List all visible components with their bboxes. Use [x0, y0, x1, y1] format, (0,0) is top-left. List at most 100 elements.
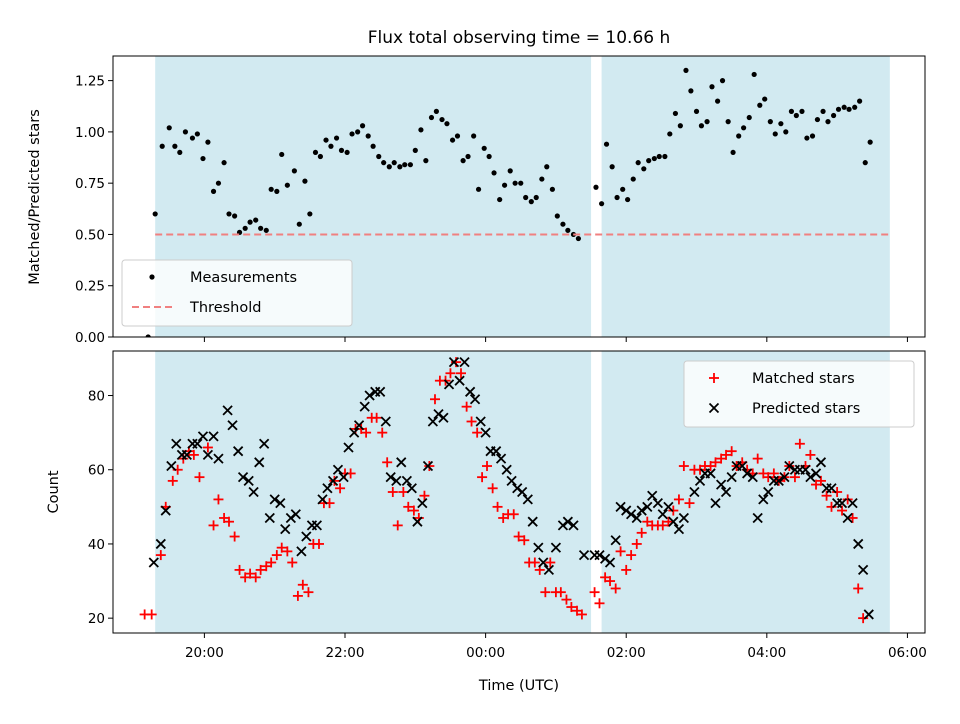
measurement-point	[741, 125, 747, 131]
predicted-star-point	[422, 460, 434, 472]
predicted-star-point	[810, 468, 822, 479]
predicted-star-point	[359, 401, 370, 412]
predicted-star-point	[784, 460, 795, 472]
predicted-star-point	[459, 356, 470, 368]
measurement-point	[683, 67, 689, 73]
matched-star-point	[513, 531, 524, 542]
predicted-star-point	[747, 472, 758, 483]
matched-star-point	[361, 427, 372, 438]
predicted-star-point	[610, 535, 621, 546]
matched-star-point	[282, 546, 293, 557]
measurement-point	[793, 112, 799, 119]
predicted-star-point	[491, 446, 502, 457]
matched-star-point	[555, 587, 566, 598]
predicted-star-point	[538, 557, 549, 568]
measurement-point	[767, 119, 773, 125]
measurement-point	[355, 129, 361, 135]
matched-star-point	[387, 487, 398, 497]
matched-star-point	[508, 509, 519, 520]
measurement-point	[507, 168, 513, 174]
predicted-star-point	[254, 457, 265, 468]
measurement-point	[625, 196, 631, 203]
predicted-star-point	[815, 457, 827, 468]
measurement-point	[635, 160, 641, 166]
matched-star-point	[853, 583, 864, 594]
matched-star-point	[303, 587, 314, 598]
predicted-star-point	[562, 516, 573, 527]
predicted-star-point	[501, 464, 512, 475]
measurement-point	[439, 116, 445, 123]
matched-star-point	[250, 572, 261, 583]
matched-star-point	[789, 472, 800, 483]
measurement-point	[554, 213, 560, 219]
legend-swatch-ratio	[149, 274, 155, 280]
observing-window-ratio-1	[601, 56, 890, 337]
y-tick-label-count: 20	[88, 611, 105, 627]
measurement-point	[391, 160, 397, 166]
predicted-star-point	[673, 523, 685, 535]
matched-star-point	[529, 557, 540, 568]
predicted-star-point	[264, 512, 275, 524]
measurement-point	[338, 147, 345, 153]
measurement-point	[497, 196, 503, 203]
matched-star-point	[605, 576, 616, 587]
predicted-star-point	[578, 549, 590, 561]
matched-star-point	[313, 538, 324, 549]
x-tick-label: 04:00	[747, 645, 786, 661]
y-tick-label-ratio: 0.50	[75, 227, 105, 243]
predicted-star-point	[857, 564, 869, 576]
measurement-point	[772, 131, 778, 137]
predicted-star-point	[301, 531, 312, 542]
predicted-star-point	[657, 509, 668, 520]
measurement-point	[200, 155, 206, 162]
predicted-star-point	[863, 609, 874, 620]
measurement-point	[719, 78, 726, 84]
measurement-point	[593, 184, 599, 190]
measurement-point	[166, 125, 172, 131]
matched-star-point	[329, 475, 340, 486]
predicted-star-point	[550, 542, 562, 553]
matched-star-point	[224, 516, 234, 527]
measurement-point	[221, 160, 227, 166]
predicted-star-point	[758, 494, 769, 505]
plot-area-ratio	[145, 67, 890, 337]
y-tick-label-ratio: 0.00	[75, 330, 105, 346]
matched-star-point	[382, 457, 393, 468]
measurement-point	[704, 119, 710, 125]
measurement-point	[205, 139, 211, 145]
matched-star-point	[610, 583, 621, 594]
measurement-point	[359, 123, 366, 129]
predicted-star-point	[171, 438, 182, 449]
measurement-point	[651, 155, 657, 162]
predicted-star-point	[417, 497, 428, 509]
measurement-point	[646, 158, 652, 164]
x-tick-label: 06:00	[888, 645, 927, 661]
predicted-star-point	[604, 557, 616, 568]
predicted-star-point	[160, 505, 171, 516]
measurement-point	[242, 225, 248, 231]
matched-star-point	[832, 487, 843, 497]
matched-star-point	[167, 475, 178, 486]
matched-star-point	[487, 483, 498, 494]
predicted-star-point	[678, 512, 689, 524]
measurement-point	[831, 112, 837, 119]
legend-box-count	[683, 360, 915, 428]
measurement-point	[428, 114, 435, 121]
predicted-star-point	[396, 457, 407, 468]
matched-star-point	[657, 520, 668, 531]
y-axis-label-count: Count	[46, 470, 62, 513]
predicted-star-point	[642, 501, 653, 512]
measurement-point	[688, 88, 694, 94]
predicted-star-point	[222, 405, 233, 416]
matched-star-point	[858, 613, 869, 624]
predicted-star-point	[327, 475, 339, 487]
predicted-star-point	[353, 420, 365, 431]
predicted-star-point	[192, 438, 203, 449]
y-tick-label-ratio: 0.25	[75, 279, 105, 295]
predicted-star-point	[805, 472, 816, 483]
measurement-point	[512, 180, 518, 186]
predicted-star-point	[311, 520, 323, 531]
measurement-point	[365, 133, 371, 139]
measurement-point	[291, 168, 297, 174]
matched-star-point	[561, 594, 572, 605]
